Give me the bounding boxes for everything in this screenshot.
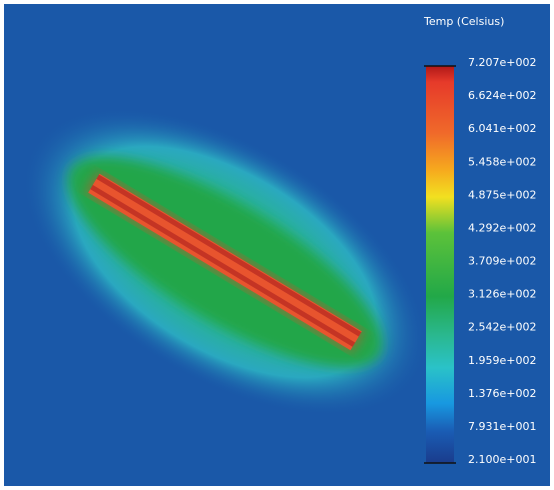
legend-label: 1.376e+002 xyxy=(468,387,536,400)
legend-label: 3.709e+002 xyxy=(468,255,536,268)
legend-title: Temp (Celsius) xyxy=(423,15,504,28)
legend-label: 2.542e+002 xyxy=(468,321,536,334)
legend-label: 2.100e+001 xyxy=(468,453,536,466)
legend-label: 4.292e+002 xyxy=(468,221,536,234)
legend-label: 3.126e+002 xyxy=(468,288,536,301)
legend-label: 5.458e+002 xyxy=(468,155,536,168)
simulation-view: Temp (Celsius) 7.207e+002 6.624e+002 6.041… xyxy=(0,0,554,490)
legend-label: 6.041e+002 xyxy=(468,122,536,135)
legend-label: 7.207e+002 xyxy=(468,56,536,69)
legend-label: 4.875e+002 xyxy=(468,188,536,201)
color-bar xyxy=(426,66,454,463)
legend-label: 1.959e+002 xyxy=(468,354,536,367)
legend-label: 7.931e+001 xyxy=(468,420,536,433)
legend-label: 6.624e+002 xyxy=(468,89,536,102)
